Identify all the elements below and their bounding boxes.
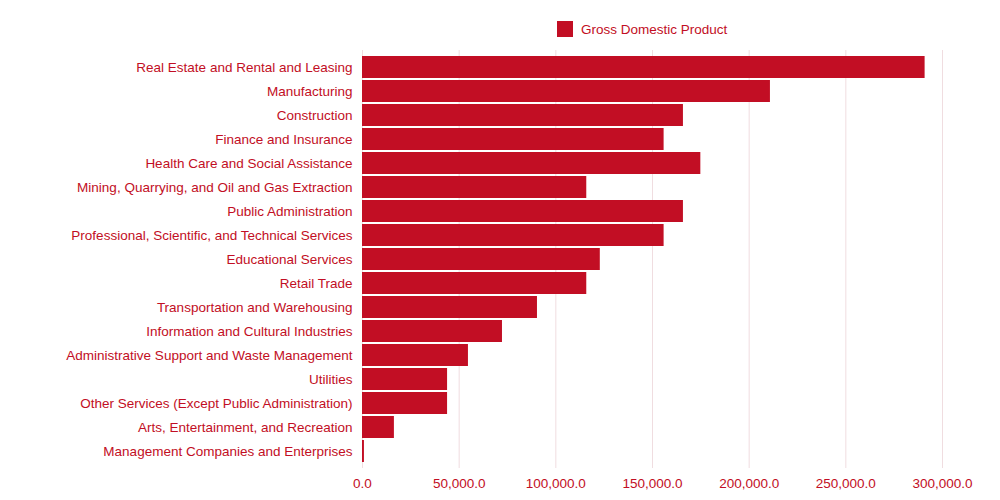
svg-text:Retail Trade: Retail Trade — [280, 276, 353, 291]
svg-text:50,000.0: 50,000.0 — [433, 476, 486, 491]
svg-text:200,000.0: 200,000.0 — [719, 476, 779, 491]
svg-text:Information and Cultural Indus: Information and Cultural Industries — [146, 324, 353, 339]
svg-text:0.0: 0.0 — [353, 476, 372, 491]
svg-text:Educational Services: Educational Services — [226, 252, 352, 267]
svg-text:Real Estate and Rental and Lea: Real Estate and Rental and Leasing — [136, 60, 352, 75]
svg-text:Finance and Insurance: Finance and Insurance — [215, 132, 352, 147]
svg-text:Professional, Scientific, and: Professional, Scientific, and Technical … — [71, 228, 352, 243]
svg-text:250,000.0: 250,000.0 — [816, 476, 876, 491]
svg-text:Manufacturing: Manufacturing — [267, 84, 353, 99]
svg-text:Utilities: Utilities — [309, 372, 353, 387]
svg-text:Construction: Construction — [277, 108, 353, 123]
svg-text:Administrative Support and Was: Administrative Support and Waste Managem… — [66, 348, 352, 363]
svg-text:Arts, Entertainment, and Recre: Arts, Entertainment, and Recreation — [138, 420, 353, 435]
svg-text:Transportation and Warehousing: Transportation and Warehousing — [157, 300, 353, 315]
svg-text:Public Administration: Public Administration — [227, 204, 352, 219]
svg-text:Other Services (Except Public: Other Services (Except Public Administra… — [80, 396, 352, 411]
svg-text:Management Companies and Enter: Management Companies and Enterprises — [103, 444, 352, 459]
svg-text:150,000.0: 150,000.0 — [622, 476, 682, 491]
html-text:Gross Domestic Product: Gross Domestic Product — [581, 21, 728, 37]
svg-text:300,000.0: 300,000.0 — [912, 476, 972, 491]
svg-text:Health Care and Social Assista: Health Care and Social Assistance — [145, 156, 352, 171]
svg-text:100,000.0: 100,000.0 — [526, 476, 586, 491]
svg-text:Mining, Quarrying, and Oil and: Mining, Quarrying, and Oil and Gas Extra… — [77, 180, 352, 195]
